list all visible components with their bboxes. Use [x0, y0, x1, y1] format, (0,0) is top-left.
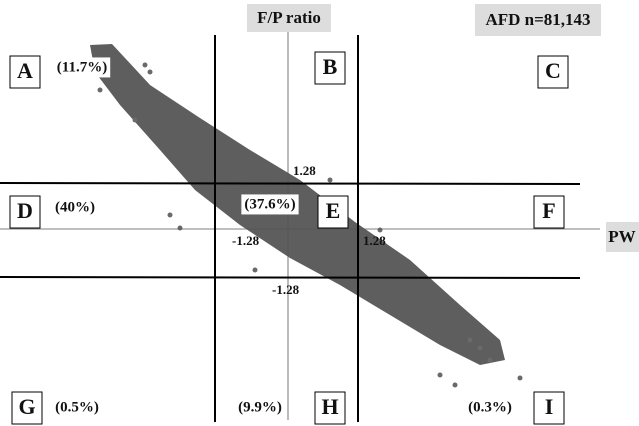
cell-percent: (0.3%): [468, 399, 512, 415]
letter-box: [537, 55, 569, 89]
cloud: [90, 44, 523, 388]
title-box: [475, 4, 601, 36]
title: AFD n=81,143: [485, 10, 590, 29]
x-label-box: [606, 222, 639, 252]
threshold-lines: [0, 35, 581, 422]
y-label: F/P ratio: [257, 8, 321, 27]
cell-letter: H: [321, 394, 338, 419]
percent-box: [52, 197, 98, 218]
letter-box: [533, 195, 565, 229]
letter-box: [314, 51, 346, 85]
threshold-label: -1.28: [272, 282, 300, 297]
percent-box: [52, 397, 102, 418]
cell-letter: F: [542, 198, 555, 223]
outlier-dots: [97, 62, 523, 388]
threshold-label: -1.28: [232, 233, 260, 248]
cell-letter: B: [323, 54, 338, 79]
percent-box: [235, 397, 285, 418]
cell-percent: (37.6%): [244, 196, 295, 212]
percent-box: [53, 57, 111, 78]
letter-box: [314, 391, 346, 425]
percent-box: [241, 194, 299, 215]
cell-letter: I: [545, 394, 554, 419]
cell-percent: (9.9%): [238, 399, 282, 415]
cell-percent: (11.7%): [57, 59, 107, 75]
cell-letter: C: [545, 58, 561, 83]
letter-box: [533, 391, 565, 425]
cell-letter: A: [17, 58, 33, 83]
letter-box: [9, 55, 41, 89]
cell-percent: (0.5%): [55, 399, 99, 415]
cell-letter: D: [17, 198, 33, 223]
letter-box: [11, 391, 43, 425]
lower-line: [0, 276, 581, 279]
percent-box: [465, 397, 515, 418]
threshold-label: 1.28: [293, 163, 316, 178]
x-label: PW: [608, 227, 635, 246]
cell-letter: G: [18, 394, 35, 419]
letter-box: [9, 195, 41, 229]
threshold-label: 1.28: [363, 233, 386, 248]
letter-box: [317, 195, 349, 229]
upper-line: [0, 182, 581, 185]
y-label-box: [247, 4, 331, 32]
cell-letter: E: [326, 198, 341, 223]
cell-percent: (40%): [55, 199, 95, 215]
axes: [0, 30, 600, 420]
